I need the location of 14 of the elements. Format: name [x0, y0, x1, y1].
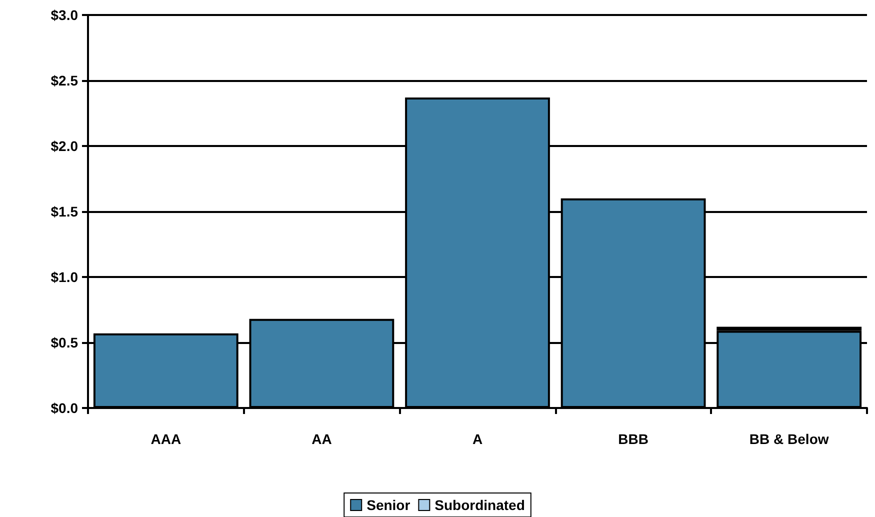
y-tick-label: $2.0 — [50, 138, 78, 154]
x-tick-label: BBB — [618, 431, 648, 447]
legend-label: Senior — [366, 497, 411, 513]
y-tick-label: $0.0 — [50, 400, 78, 416]
y-tick-label: $3.0 — [50, 7, 78, 23]
x-tick-label: AA — [312, 431, 332, 447]
legend-label: Subordinated — [434, 497, 525, 513]
x-tick-label: A — [472, 431, 483, 447]
x-tick-label: BB & Below — [749, 431, 829, 447]
y-tick-label: $2.5 — [50, 72, 78, 88]
y-tick-label: $1.0 — [50, 269, 78, 285]
y-tick-label: $1.5 — [50, 204, 78, 220]
y-tick-label: $0.5 — [50, 334, 78, 350]
x-tick-label: AAA — [150, 431, 182, 447]
